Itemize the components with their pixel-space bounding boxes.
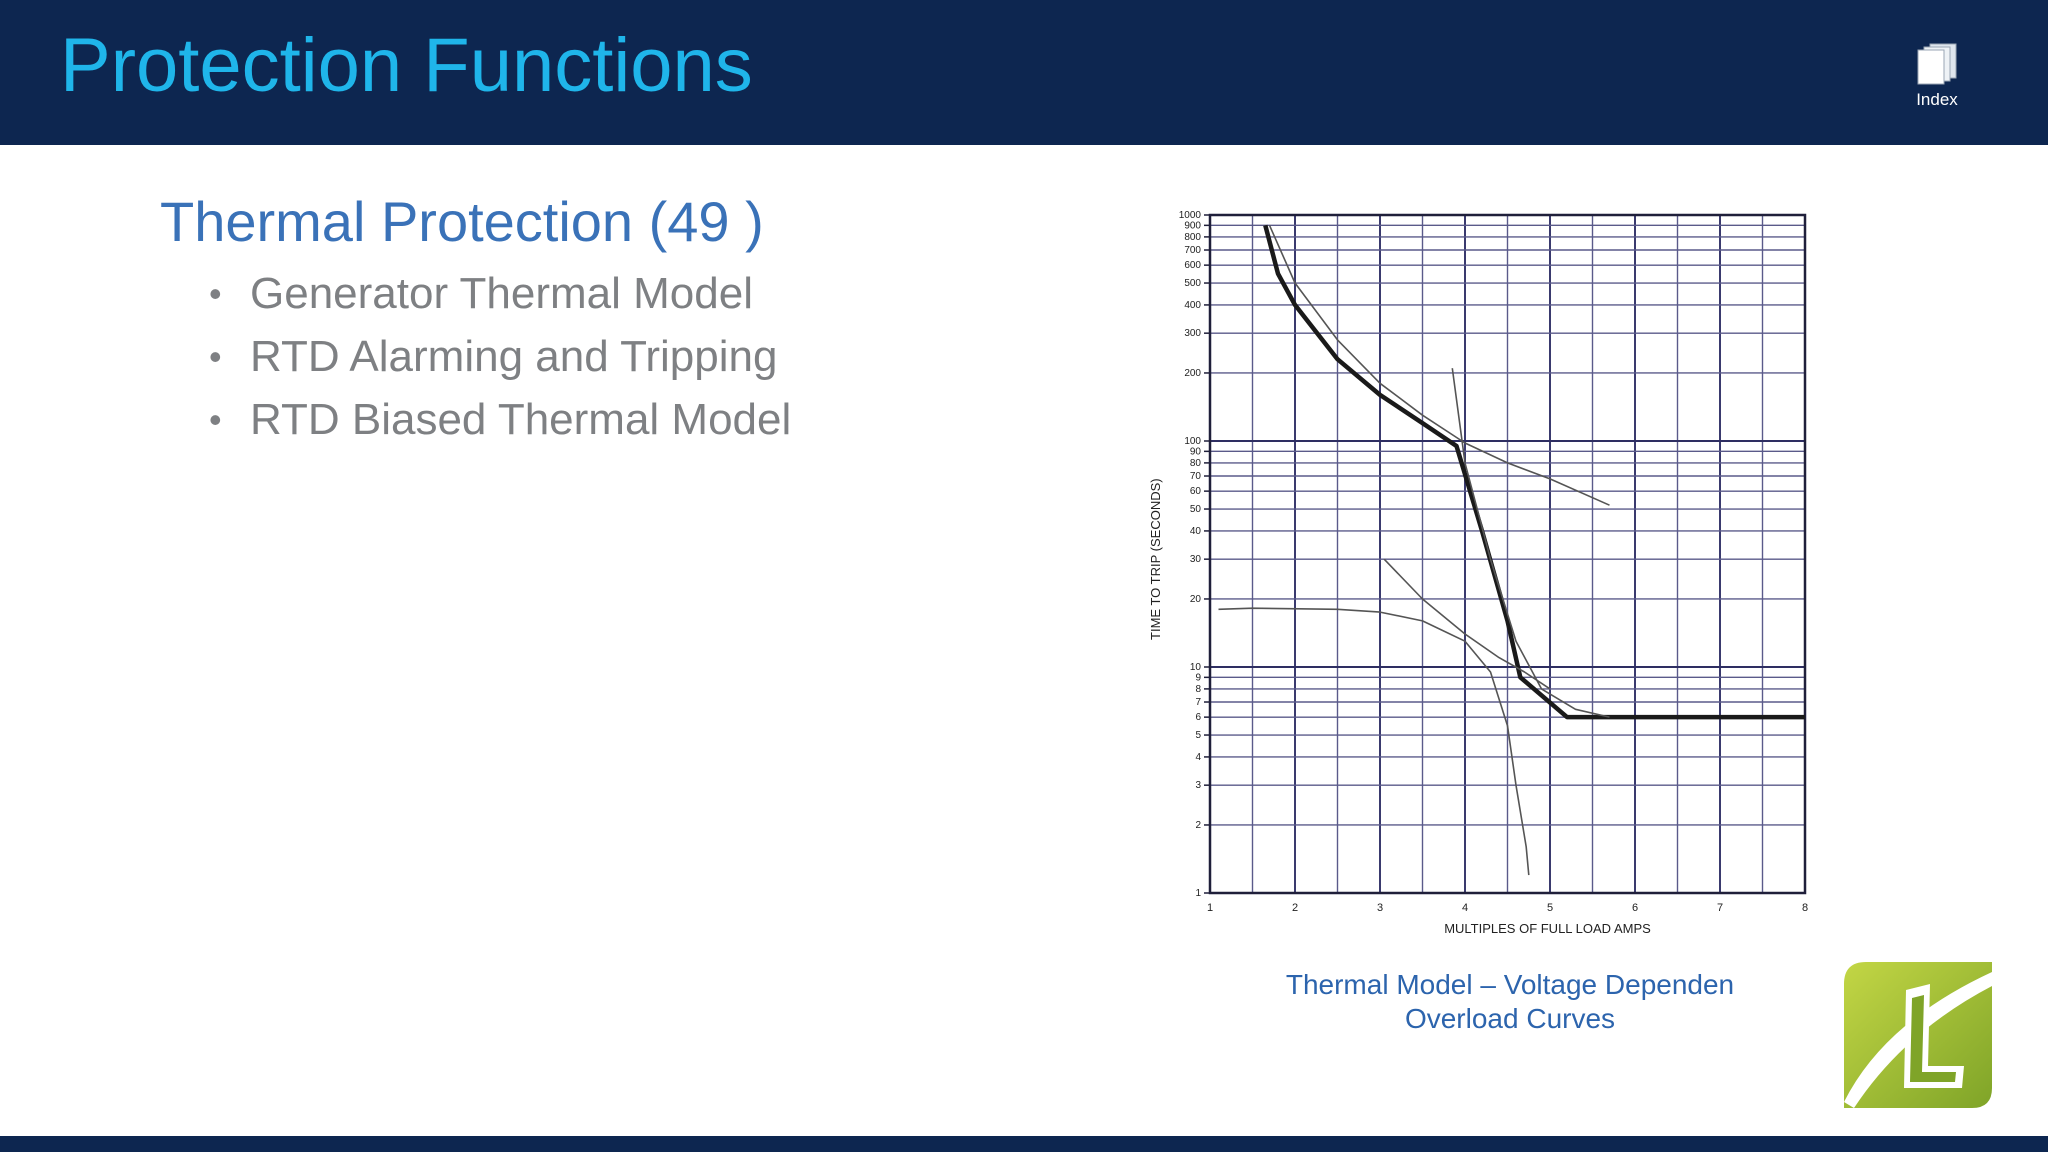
x-tick-label: 2 [1292,902,1298,914]
y-tick-label: 3 [1195,780,1201,791]
y-tick-label: 1000 [1179,210,1202,221]
caption-line-2: Overload Curves [1404,1003,1616,1034]
y-tick-label: 80 [1190,458,1202,469]
bullet-dot: • [209,273,222,314]
y-tick-label: 50 [1190,504,1202,515]
y-tick-label: 800 [1184,232,1201,243]
y-tick-label: 60 [1190,486,1202,497]
overload-curve-thin [1268,224,1610,506]
x-tick-label: 4 [1462,902,1468,914]
y-tick-label: 20 [1190,594,1202,605]
y-tick-label: 600 [1184,260,1201,271]
x-tick-label: 8 [1802,902,1808,914]
y-tick-label: 4 [1195,752,1201,763]
page-title: Protection Functions [60,23,753,108]
y-tick-label: 90 [1190,446,1202,457]
y-tick-label: 10 [1190,662,1202,673]
bullet-dot: • [209,399,222,440]
y-tick-label: 40 [1190,526,1202,537]
y-tick-label: 9 [1195,672,1201,683]
bullet-text: RTD Biased Thermal Model [250,395,792,444]
x-tick-label: 7 [1717,902,1723,914]
overload-curve-chart: 1 2 3 4 5 6 7 8 9 10 20 30 40 50 60 70 80 90 100 200 300 400 5… [1140,200,1840,950]
y-tick-label: 100 [1184,436,1201,447]
chart-svg: 1234567891020304050607080901002003004005… [1148,210,1808,936]
x-tick-label: 1 [1207,902,1213,914]
y-tick-label: 8 [1195,684,1201,695]
footer-bar [0,1136,2048,1152]
x-axis-title: MULTIPLES OF FULL LOAD AMPS [1444,921,1651,936]
y-tick-label: 7 [1195,697,1201,708]
y-tick-label: 30 [1190,554,1202,565]
bullet-dot: • [209,336,222,377]
y-tick-label: 700 [1184,245,1201,256]
caption-line-1: Thermal Model – Voltage Dependen [1285,969,1735,1000]
bullet-item: • RTD Alarming and Tripping [205,325,791,388]
x-tick-label: 5 [1547,902,1553,914]
bullet-text: Generator Thermal Model [250,269,753,318]
bullet-item: • RTD Biased Thermal Model [205,388,791,451]
chart-frame [1208,213,1807,895]
y-tick-label: 200 [1184,368,1201,379]
y-tick-label: 400 [1184,300,1201,311]
y-tick-label: 300 [1184,328,1201,339]
overload-curve-main [1263,224,1805,720]
y-tick-label: 6 [1195,712,1201,723]
y-tick-label: 2 [1195,820,1201,831]
y-tick-label: 500 [1184,278,1201,289]
y-tick-label: 70 [1190,471,1202,482]
index-button[interactable]: Index [1900,40,1974,112]
y-tick-label: 5 [1195,730,1201,741]
x-tick-label: 6 [1632,902,1638,914]
figure-caption: Thermal Model – Voltage Dependen Overloa… [1240,968,1780,1036]
bullet-item: • Generator Thermal Model [205,262,791,325]
y-axis-title: TIME TO TRIP (SECONDS) [1148,478,1163,640]
y-tick-label: 1 [1195,888,1201,899]
company-logo [1844,962,1992,1108]
bullet-list: • Generator Thermal Model • RTD Alarming a… [205,262,791,451]
y-tick-label: 900 [1184,220,1201,231]
x-tick-label: 3 [1377,902,1383,914]
section-heading: Thermal Protection (49 ) [160,190,764,253]
overload-curve-thin [1218,607,1530,876]
index-label: Index [1916,90,1958,109]
title-bar: Protection Functions Index [0,0,2048,145]
bullet-text: RTD Alarming and Tripping [250,332,778,381]
documents-stack-icon [1917,43,1957,85]
overload-curve-thin [1451,368,1610,718]
overload-curve-thin [1383,558,1551,690]
